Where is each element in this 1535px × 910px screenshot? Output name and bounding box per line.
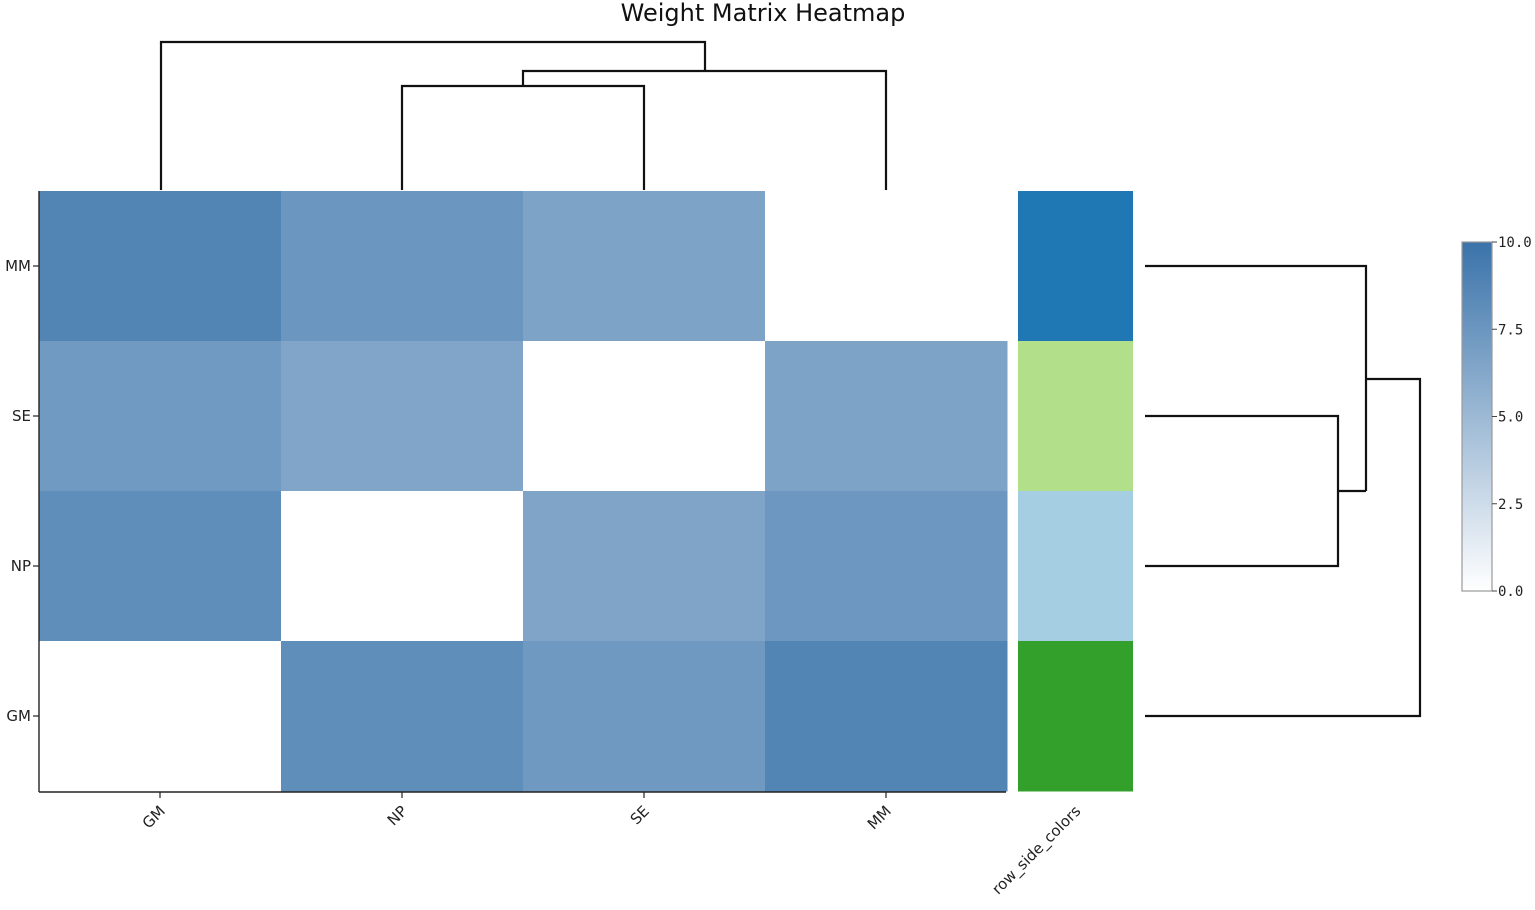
heatmap-cell-se-se [523,341,766,492]
right-dendrogram [1145,264,1422,718]
x-tick-label-se: SE [627,802,653,828]
colorbar-tick-label: 5.0 [1498,410,1523,426]
heatmap-cell-mm-np [281,191,524,342]
y-tick-label-se: SE [12,407,31,425]
colorbar: 0.0 2.5 5.0 7.5 10.0 [1461,235,1532,600]
heatmap-cell-se-gm [39,341,282,492]
heatmap-cell-gm-gm [39,641,282,792]
row-side-color-se [1018,341,1133,492]
x-tick-label-mm: MM [864,802,895,833]
heatmap-cell-mm-mm [765,191,1008,342]
top-dendrogram [159,40,888,190]
heatmap-cell-mm-gm [39,191,282,342]
y-tick-label-mm: MM [5,257,31,275]
y-tick-label-gm: GM [6,707,31,725]
colorbar-tick-label: 10.0 [1498,235,1532,251]
heatmap-cell-gm-np [281,641,524,792]
heatmap-cell-np-np [281,491,524,642]
row-side-color-np [1018,491,1133,642]
x-tick-label-gm: GM [139,802,169,832]
row-side-color-mm [1018,191,1133,342]
chart-title: Weight Matrix Heatmap [621,0,906,27]
colorbar-tick-label: 2.5 [1498,497,1523,513]
x-axis-ticks: GM NP SE MM [139,792,895,833]
heatmap-cell-gm-mm [765,641,1008,792]
x-tick-label-np: NP [384,802,411,829]
heatmap-cell-np-gm [39,491,282,642]
heatmap-cell-se-mm [765,341,1008,492]
colorbar-ticks: 0.0 2.5 5.0 7.5 10.0 [1492,235,1532,600]
heatmap-cell-se-np [281,341,524,492]
y-axis-ticks: MM SE NP GM [5,257,39,725]
heatmap-cell-gm-se [523,641,766,792]
heatmap-cell-np-mm [765,491,1008,642]
heatmap-cell-mm-se [523,191,766,342]
row-side-colors-label: row_side_colors [988,802,1085,899]
y-tick-label-np: NP [11,557,31,575]
row-side-colors [1018,191,1133,792]
heatmap-cells [39,191,1008,792]
heatmap-cell-np-se [523,491,766,642]
colorbar-tick-label: 7.5 [1498,322,1523,338]
row-side-color-gm [1018,641,1133,792]
colorbar-tick-label: 0.0 [1498,584,1523,600]
colorbar-gradient [1461,241,1493,592]
